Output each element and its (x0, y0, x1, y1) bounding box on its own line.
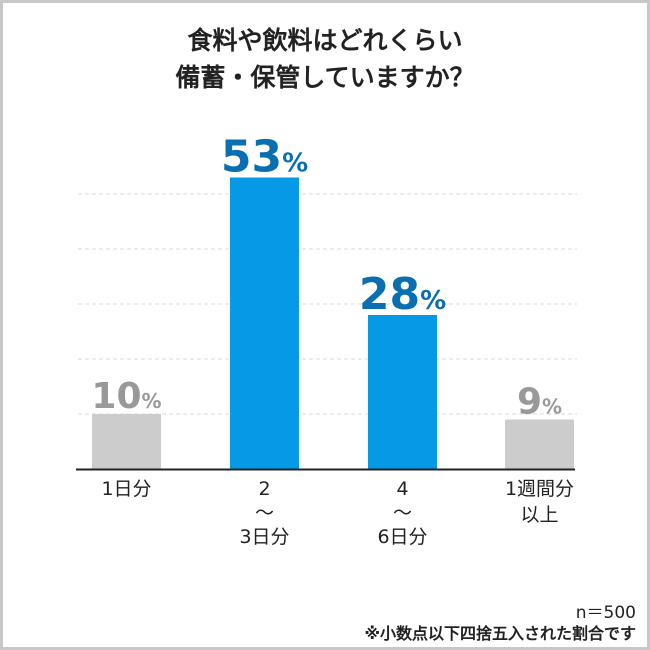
x-tick-label: 1週間分以上 (480, 476, 600, 528)
x-tick-label: 1日分 (67, 476, 187, 502)
x-tick-label-line: ～ (392, 502, 412, 524)
x-tick-label-line: 1日分 (101, 478, 152, 500)
value-label: 10% (91, 376, 161, 417)
x-tick-label: 2 ～ 3日分 (205, 476, 325, 550)
rounding-note: ※小数点以下四捨五入された割合です (364, 624, 636, 643)
bar (92, 414, 161, 469)
x-tick-label: 4 ～ 6日分 (343, 476, 463, 550)
x-tick-label-line: 3日分 (239, 526, 290, 548)
sample-size: n＝500 (575, 603, 636, 623)
value-label: 9% (517, 382, 562, 423)
value-label: 28% (359, 269, 446, 320)
x-tick-label-line: 1週間分 (504, 478, 575, 500)
title-line-1: 食料や飲料はどれくらい (187, 26, 463, 55)
x-tick-label-line: 6日分 (377, 526, 428, 548)
value-label: 53% (221, 132, 308, 183)
x-tick-label-line: 4 (396, 478, 409, 500)
x-tick-label-line: ～ (254, 502, 274, 524)
bar (368, 315, 437, 469)
chart-title: 食料や飲料はどれくらい 備蓄・保管していますか？ (0, 22, 650, 96)
bar (230, 177, 299, 469)
x-tick-label-line: 2 (258, 478, 271, 500)
x-tick-label-line: 以上 (520, 504, 559, 526)
bar (505, 419, 574, 469)
title-line-2: 備蓄・保管していますか？ (175, 63, 475, 92)
